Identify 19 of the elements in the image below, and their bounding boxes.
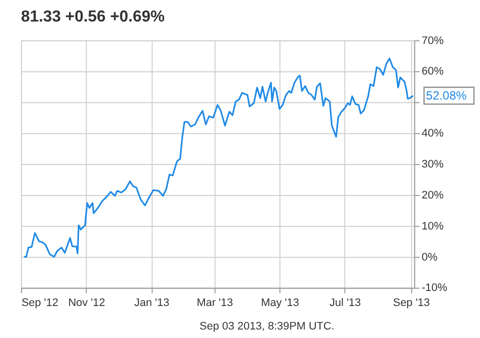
x-tick-label: Sep '13 bbox=[393, 297, 430, 310]
y-tick-label: 20% bbox=[422, 189, 444, 202]
chart-title: 81.33 +0.56 +0.69% bbox=[20, 8, 165, 26]
y-tick-label: 30% bbox=[422, 158, 444, 170]
y-tick-label: 40% bbox=[422, 128, 444, 140]
y-tick-label: 60% bbox=[422, 66, 444, 78]
y-tick-label: -10% bbox=[422, 282, 448, 294]
y-tick-label: 70% bbox=[422, 34, 444, 47]
annotation: 52.08% bbox=[426, 88, 467, 103]
x-tick-label: Sep '12 bbox=[21, 297, 58, 310]
x-tick-label: Nov '12 bbox=[68, 297, 106, 310]
y-tick-label: 10% bbox=[422, 220, 444, 232]
x-tick-label: Jul '13 bbox=[330, 297, 361, 310]
text: Sep 03 2013, 8:39PM UTC. bbox=[200, 320, 334, 333]
x-tick-label: May '13 bbox=[260, 297, 300, 310]
line-series bbox=[23, 58, 414, 258]
y-tick-label: 0% bbox=[422, 251, 438, 264]
x-tick-label: Jan '13 bbox=[134, 297, 170, 310]
x-tick-label: Mar '13 bbox=[196, 297, 233, 310]
